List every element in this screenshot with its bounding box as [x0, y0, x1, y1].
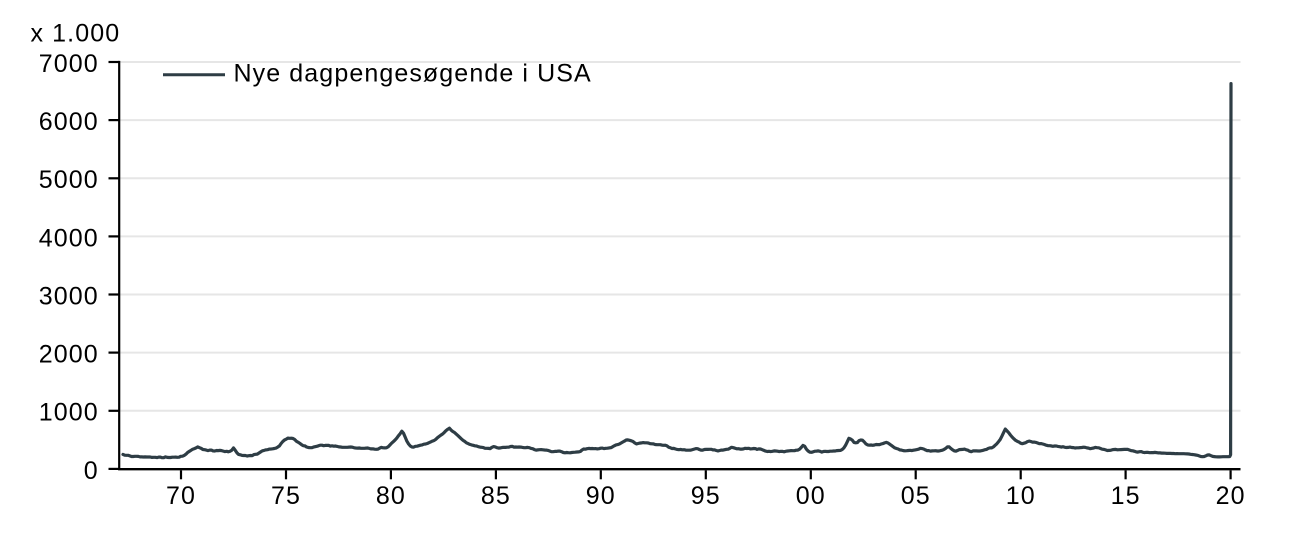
svg-text:10: 10 [1006, 482, 1036, 510]
svg-text:75: 75 [271, 482, 301, 510]
svg-text:3000: 3000 [39, 282, 99, 310]
svg-text:00: 00 [796, 482, 826, 510]
svg-text:95: 95 [691, 482, 721, 510]
svg-text:7000: 7000 [39, 50, 99, 78]
svg-text:4000: 4000 [39, 224, 99, 252]
svg-text:70: 70 [166, 482, 196, 510]
svg-text:x 1.000: x 1.000 [31, 20, 121, 48]
svg-text:20: 20 [1216, 482, 1246, 510]
svg-text:90: 90 [586, 482, 616, 510]
svg-text:2000: 2000 [39, 341, 99, 369]
svg-text:0: 0 [84, 457, 99, 485]
svg-text:05: 05 [901, 482, 931, 510]
svg-text:5000: 5000 [39, 166, 99, 194]
svg-text:85: 85 [481, 482, 511, 510]
svg-text:Nye dagpengesøgende i USA: Nye dagpengesøgende i USA [234, 60, 592, 88]
svg-text:6000: 6000 [39, 108, 99, 136]
svg-text:1000: 1000 [39, 399, 99, 427]
svg-text:15: 15 [1111, 482, 1141, 510]
svg-text:80: 80 [376, 482, 406, 510]
